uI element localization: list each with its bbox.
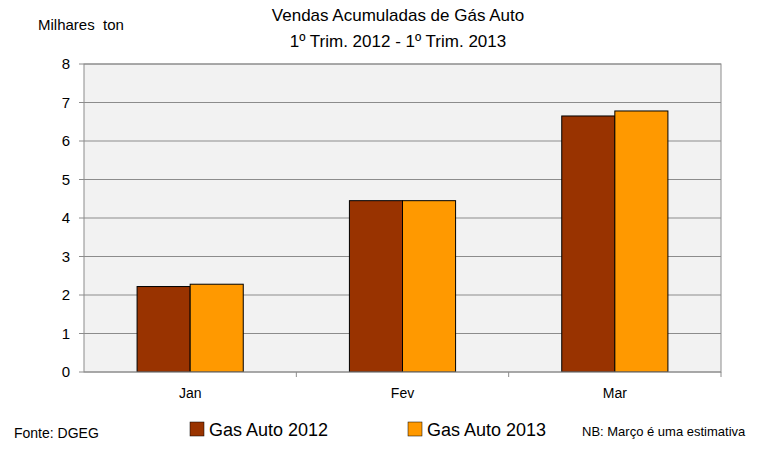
plot-area bbox=[84, 64, 721, 372]
tick-mark bbox=[79, 256, 84, 257]
x-tick-label: Jan bbox=[179, 385, 202, 401]
tick-mark bbox=[79, 179, 84, 180]
chart: 0 1 2 3 4 5 6 7 8 Jan Fev Mar Vendas Acumuladas de G… bbox=[0, 0, 784, 453]
bar bbox=[403, 201, 456, 372]
plot-frame bbox=[84, 64, 721, 372]
tick-mark bbox=[79, 333, 84, 334]
y-tick-label: 1 bbox=[62, 325, 70, 342]
bar bbox=[615, 111, 668, 372]
x-tick-mark bbox=[296, 372, 297, 377]
x-tick-mark bbox=[721, 372, 722, 377]
legend-swatch bbox=[408, 422, 422, 436]
y-tick-label: 3 bbox=[62, 248, 70, 265]
y-axis-label: Milhares ton bbox=[38, 16, 124, 33]
bar bbox=[349, 201, 402, 372]
tick-mark bbox=[79, 218, 84, 219]
bar bbox=[190, 284, 243, 372]
bars bbox=[137, 111, 668, 372]
y-tick-label: 8 bbox=[62, 55, 70, 72]
tick-mark bbox=[79, 64, 84, 65]
y-tick-label: 6 bbox=[62, 132, 70, 149]
bar bbox=[562, 116, 615, 372]
tick-mark bbox=[79, 141, 84, 142]
y-tick-label: 2 bbox=[62, 286, 70, 303]
x-tick-label: Mar bbox=[603, 385, 627, 401]
legend-label: Gas Auto 2013 bbox=[427, 420, 546, 440]
bar bbox=[137, 287, 190, 372]
subtitle: 1º Trim. 2012 - 1º Trim. 2013 bbox=[290, 32, 507, 51]
x-tick-label: Fev bbox=[391, 385, 414, 401]
title: Vendas Acumuladas de Gás Auto bbox=[272, 6, 524, 25]
tick-mark bbox=[79, 295, 84, 296]
y-tick-label: 7 bbox=[62, 94, 70, 111]
grid-line bbox=[84, 102, 721, 103]
annotation: NB: Março é uma estimativa bbox=[582, 424, 746, 439]
legend-label: Gas Auto 2012 bbox=[209, 420, 328, 440]
y-tick-label: 0 bbox=[62, 363, 70, 380]
y-tick-label: 5 bbox=[62, 171, 70, 188]
legend-swatch bbox=[190, 422, 204, 436]
annotation: Fonte: DGEG bbox=[14, 425, 99, 441]
y-tick-label: 4 bbox=[62, 209, 70, 226]
tick-mark bbox=[79, 372, 84, 373]
tick-mark bbox=[79, 102, 84, 103]
x-tick-mark bbox=[508, 372, 509, 377]
